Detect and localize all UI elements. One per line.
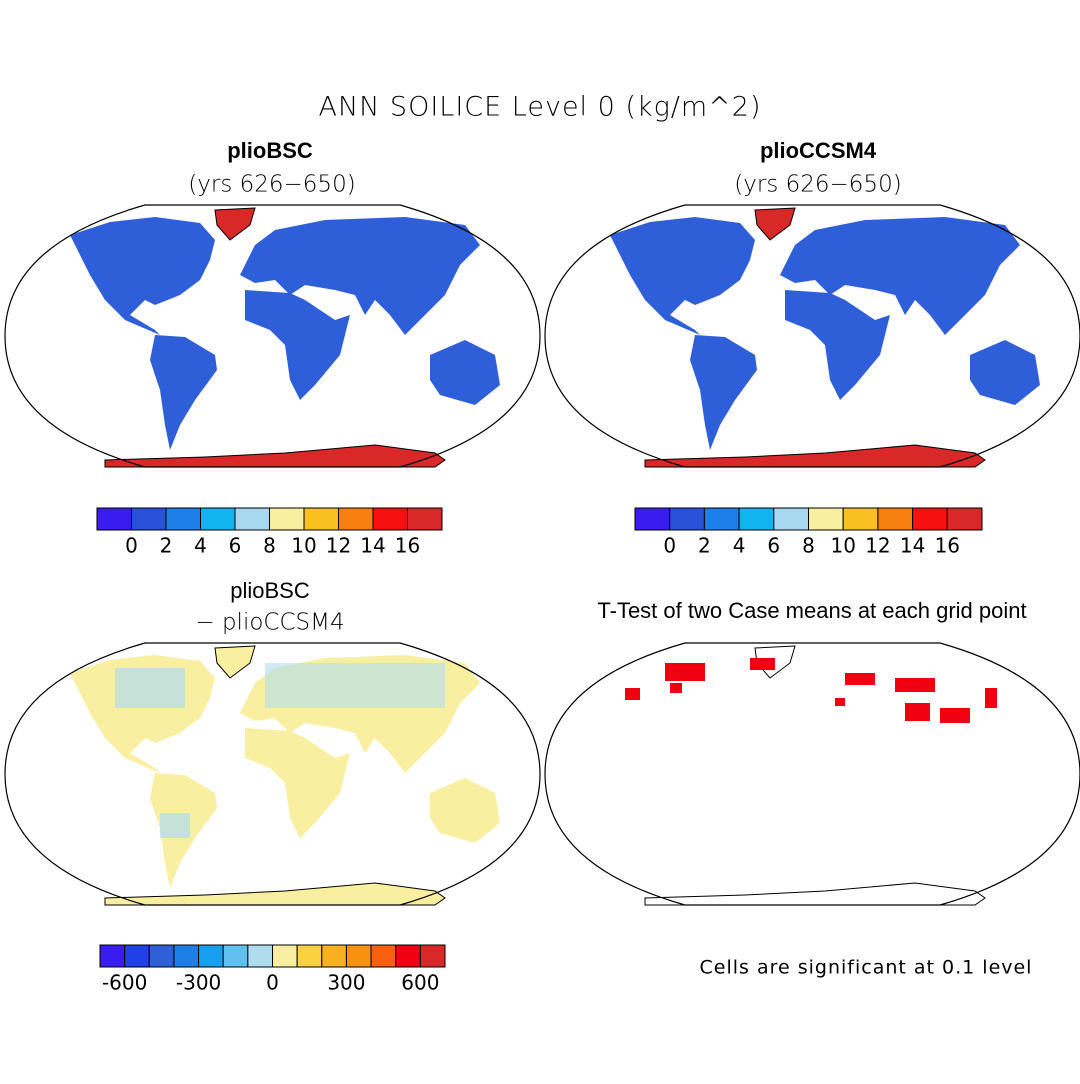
colorbar-box — [296, 944, 323, 968]
map — [544, 204, 1080, 468]
colorbar-label: 8 — [802, 534, 815, 558]
panel-subtitle: − plioCCSM4 — [195, 610, 344, 636]
colorbar-box — [407, 507, 443, 531]
colorbar-box — [372, 507, 408, 531]
colorbar-box — [370, 944, 397, 968]
colorbar-box — [124, 944, 150, 968]
colorbar-box — [200, 507, 236, 531]
colorbar-box — [338, 507, 374, 531]
map — [4, 642, 541, 906]
panel-subtitle: (yrs 626−650) — [734, 172, 901, 198]
colorbar-box — [272, 944, 298, 968]
colorbar-box — [634, 507, 671, 531]
panel-subtitle: (yrs 626−650) — [188, 172, 355, 198]
colorbar-label: 300 — [327, 971, 365, 995]
colorbar-label: 2 — [698, 534, 711, 558]
colorbar-label: 6 — [767, 534, 780, 558]
colorbar-box — [269, 507, 305, 531]
colorbar-box — [247, 944, 274, 968]
colorbar-label: 12 — [865, 534, 890, 558]
colorbar-label: 0 — [663, 534, 676, 558]
panel-title: plioBSC — [230, 578, 310, 603]
colorbar-label: 10 — [291, 534, 316, 558]
colorbar-box — [131, 507, 167, 531]
colorbar-box — [96, 507, 132, 531]
panel-title: plioCCSM4 — [760, 138, 877, 163]
colorbar-label: 4 — [733, 534, 746, 558]
colorbar-box — [669, 507, 705, 531]
colorbar-box — [99, 944, 126, 968]
colorbar-box — [173, 944, 200, 968]
map — [4, 204, 541, 468]
colorbar-box — [419, 944, 446, 968]
colorbar-box — [703, 507, 740, 531]
colorbar-box — [395, 944, 421, 968]
colorbar-box — [234, 507, 270, 531]
colorbar-label: 14 — [360, 534, 385, 558]
panel-title: T-Test of two Case means at each grid po… — [597, 598, 1026, 623]
colorbar-label: -300 — [176, 971, 221, 995]
colorbar-box — [321, 944, 347, 968]
colorbar-label: 0 — [266, 971, 279, 995]
colorbar-box — [738, 507, 775, 531]
colorbar-label: 16 — [935, 534, 960, 558]
significance-note: Cells are significant at 0.1 level — [700, 957, 1033, 979]
colorbar-label: -600 — [102, 971, 147, 995]
colorbar-label: 4 — [194, 534, 207, 558]
colorbar-box — [808, 507, 844, 531]
colorbar-box — [165, 507, 201, 531]
colorbar-box — [773, 507, 809, 531]
colorbar-label: 10 — [830, 534, 855, 558]
colorbar-label: 12 — [326, 534, 351, 558]
colorbar-box — [222, 944, 249, 968]
colorbar-box — [303, 507, 339, 531]
colorbar-label: 16 — [395, 534, 420, 558]
colorbar-box — [198, 944, 224, 968]
colorbar-label: 14 — [900, 534, 925, 558]
colorbar-box — [877, 507, 914, 531]
colorbar-box — [148, 944, 175, 968]
map — [544, 642, 1080, 906]
colorbar-box — [842, 507, 879, 531]
figure-title: ANN SOILICE Level 0 (kg/m^2) — [318, 92, 761, 123]
colorbar-label: 2 — [160, 534, 173, 558]
colorbar-box — [345, 944, 372, 968]
colorbar-label: 8 — [263, 534, 276, 558]
colorbar-label: 6 — [229, 534, 242, 558]
colorbar-box — [912, 507, 948, 531]
colorbar-label: 0 — [125, 534, 138, 558]
colorbar-box — [946, 507, 983, 531]
colorbar-label: 600 — [401, 971, 439, 995]
panel-title: plioBSC — [227, 138, 313, 163]
